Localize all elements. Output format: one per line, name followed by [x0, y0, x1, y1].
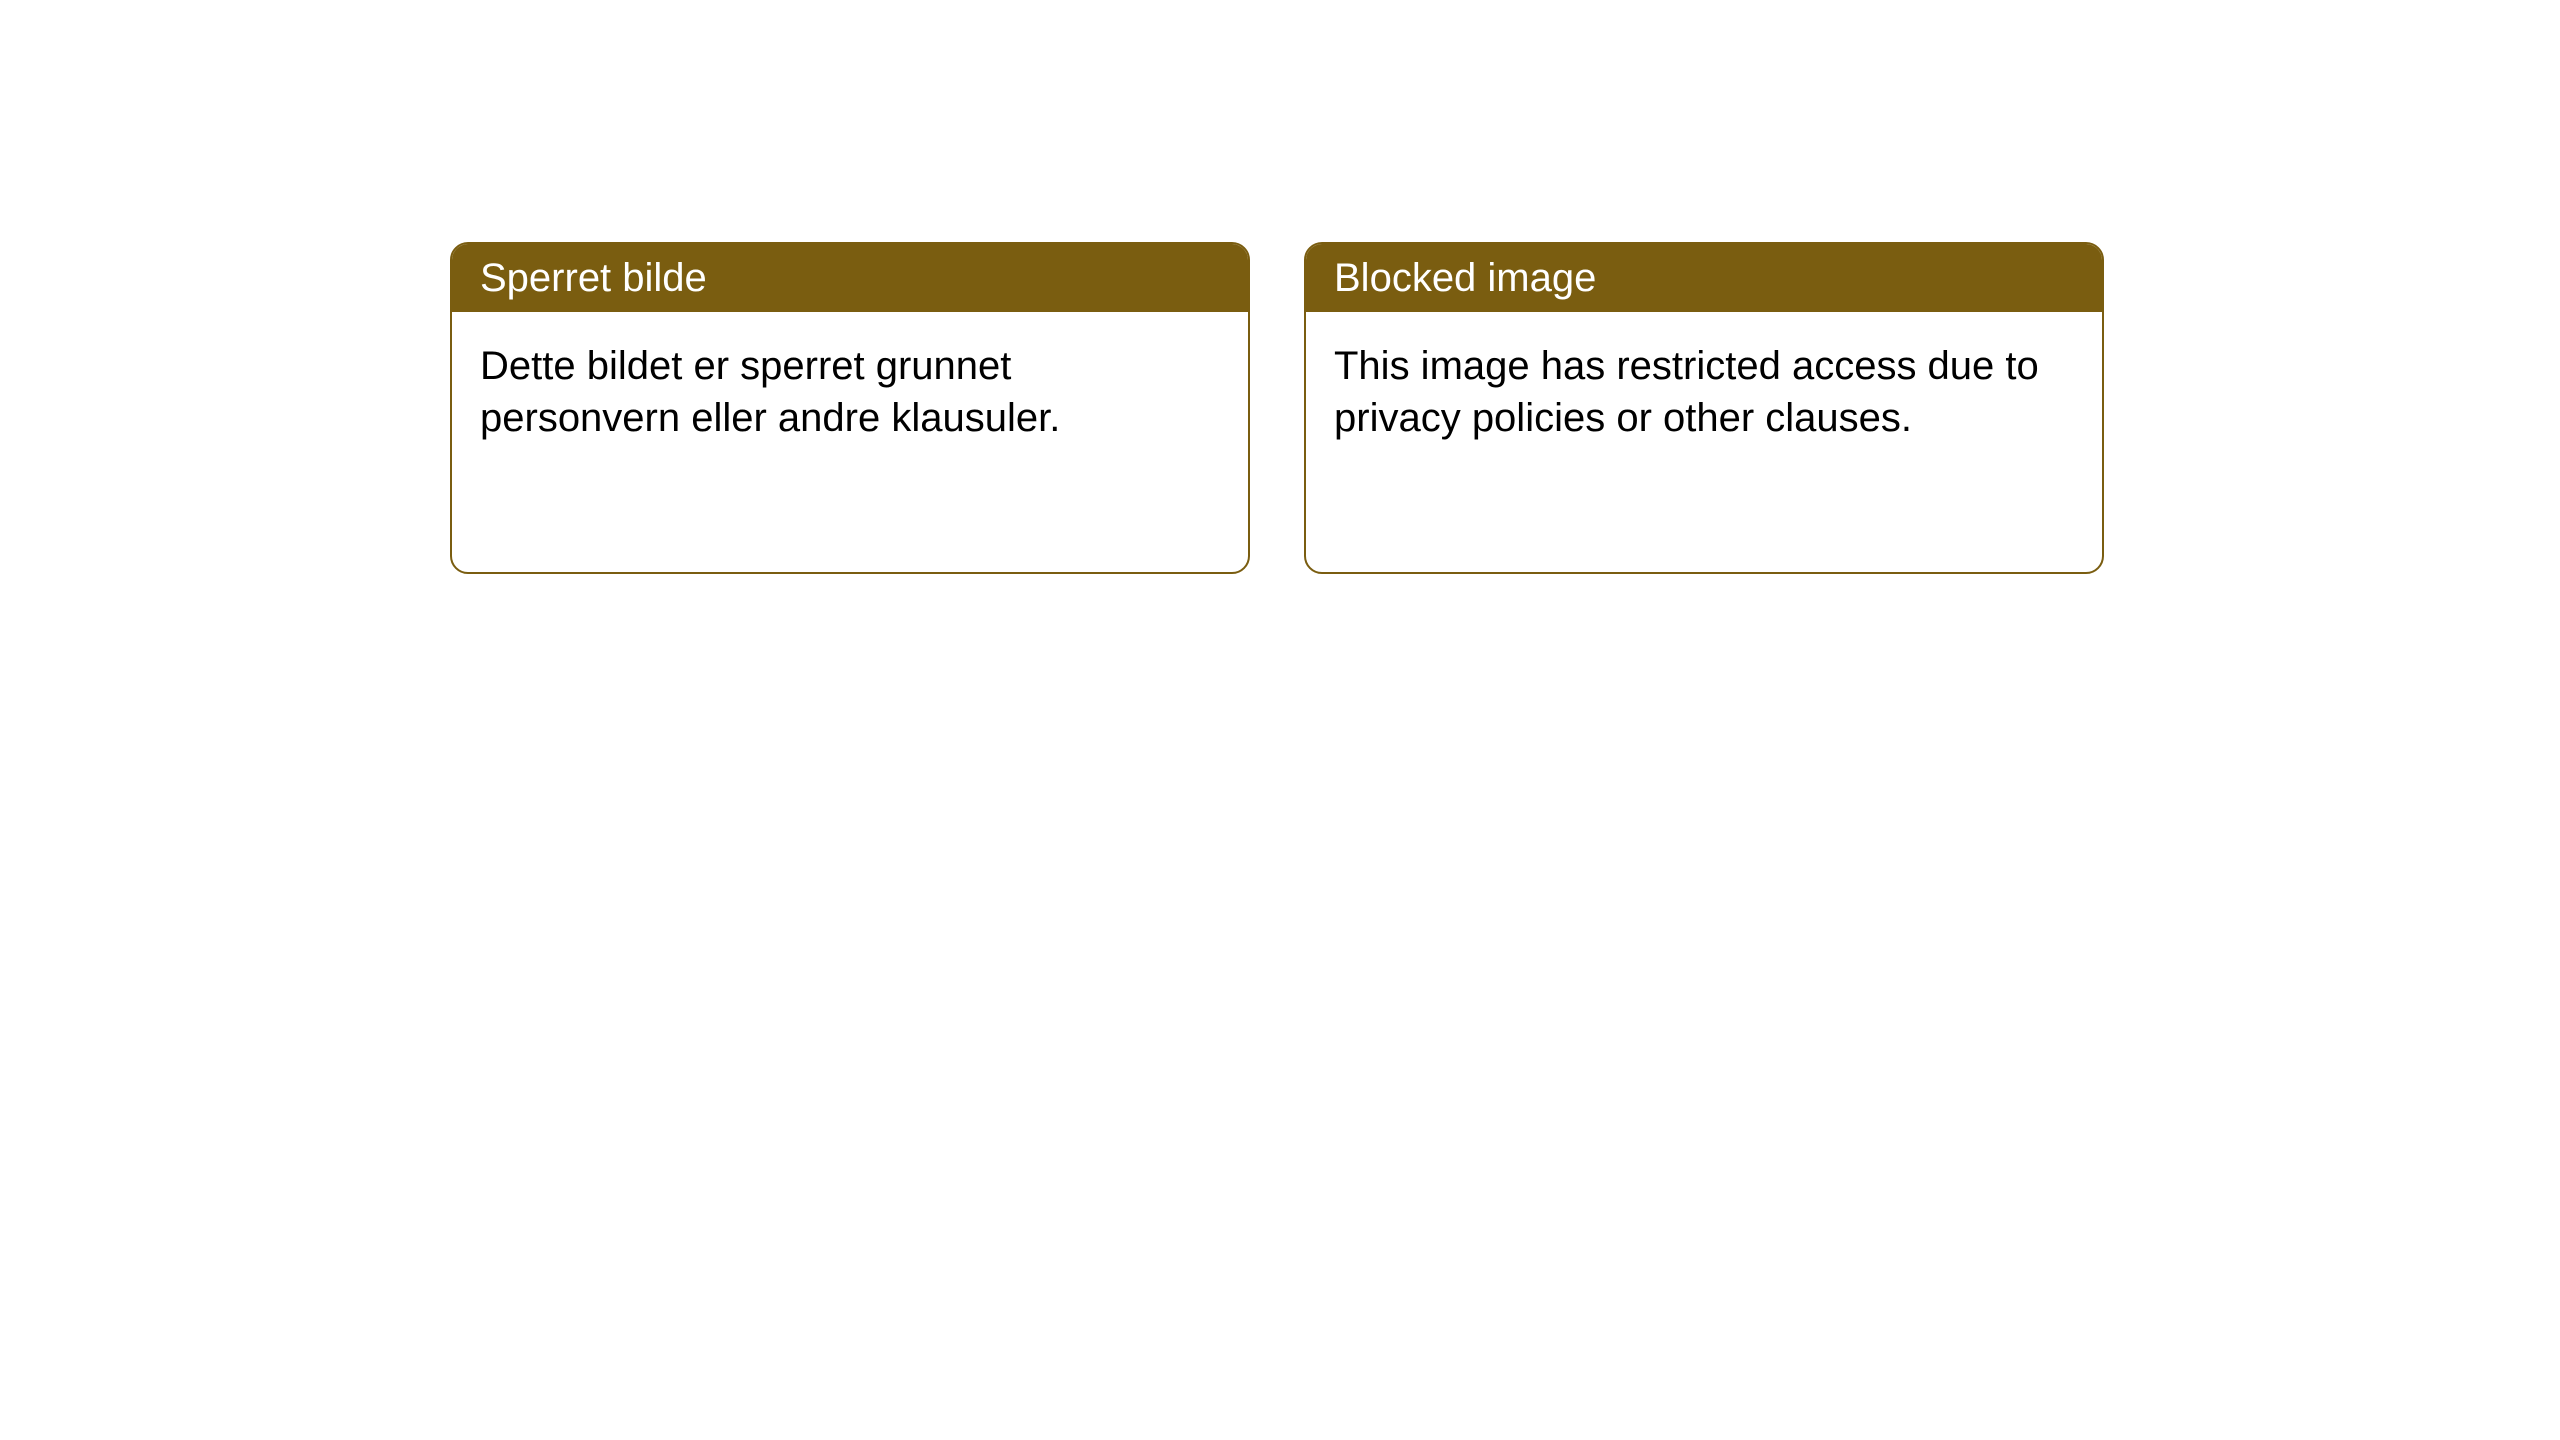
notice-body: Dette bildet er sperret grunnet personve…	[452, 312, 1248, 472]
notice-body-text: Dette bildet er sperret grunnet personve…	[480, 344, 1060, 440]
notice-header: Sperret bilde	[452, 244, 1248, 312]
notice-container: Sperret bilde Dette bildet er sperret gr…	[450, 242, 2104, 574]
notice-header: Blocked image	[1306, 244, 2102, 312]
notice-card-norwegian: Sperret bilde Dette bildet er sperret gr…	[450, 242, 1250, 574]
notice-card-english: Blocked image This image has restricted …	[1304, 242, 2104, 574]
notice-title: Sperret bilde	[480, 256, 707, 300]
notice-body-text: This image has restricted access due to …	[1334, 344, 2039, 440]
notice-body: This image has restricted access due to …	[1306, 312, 2102, 472]
notice-title: Blocked image	[1334, 256, 1596, 300]
